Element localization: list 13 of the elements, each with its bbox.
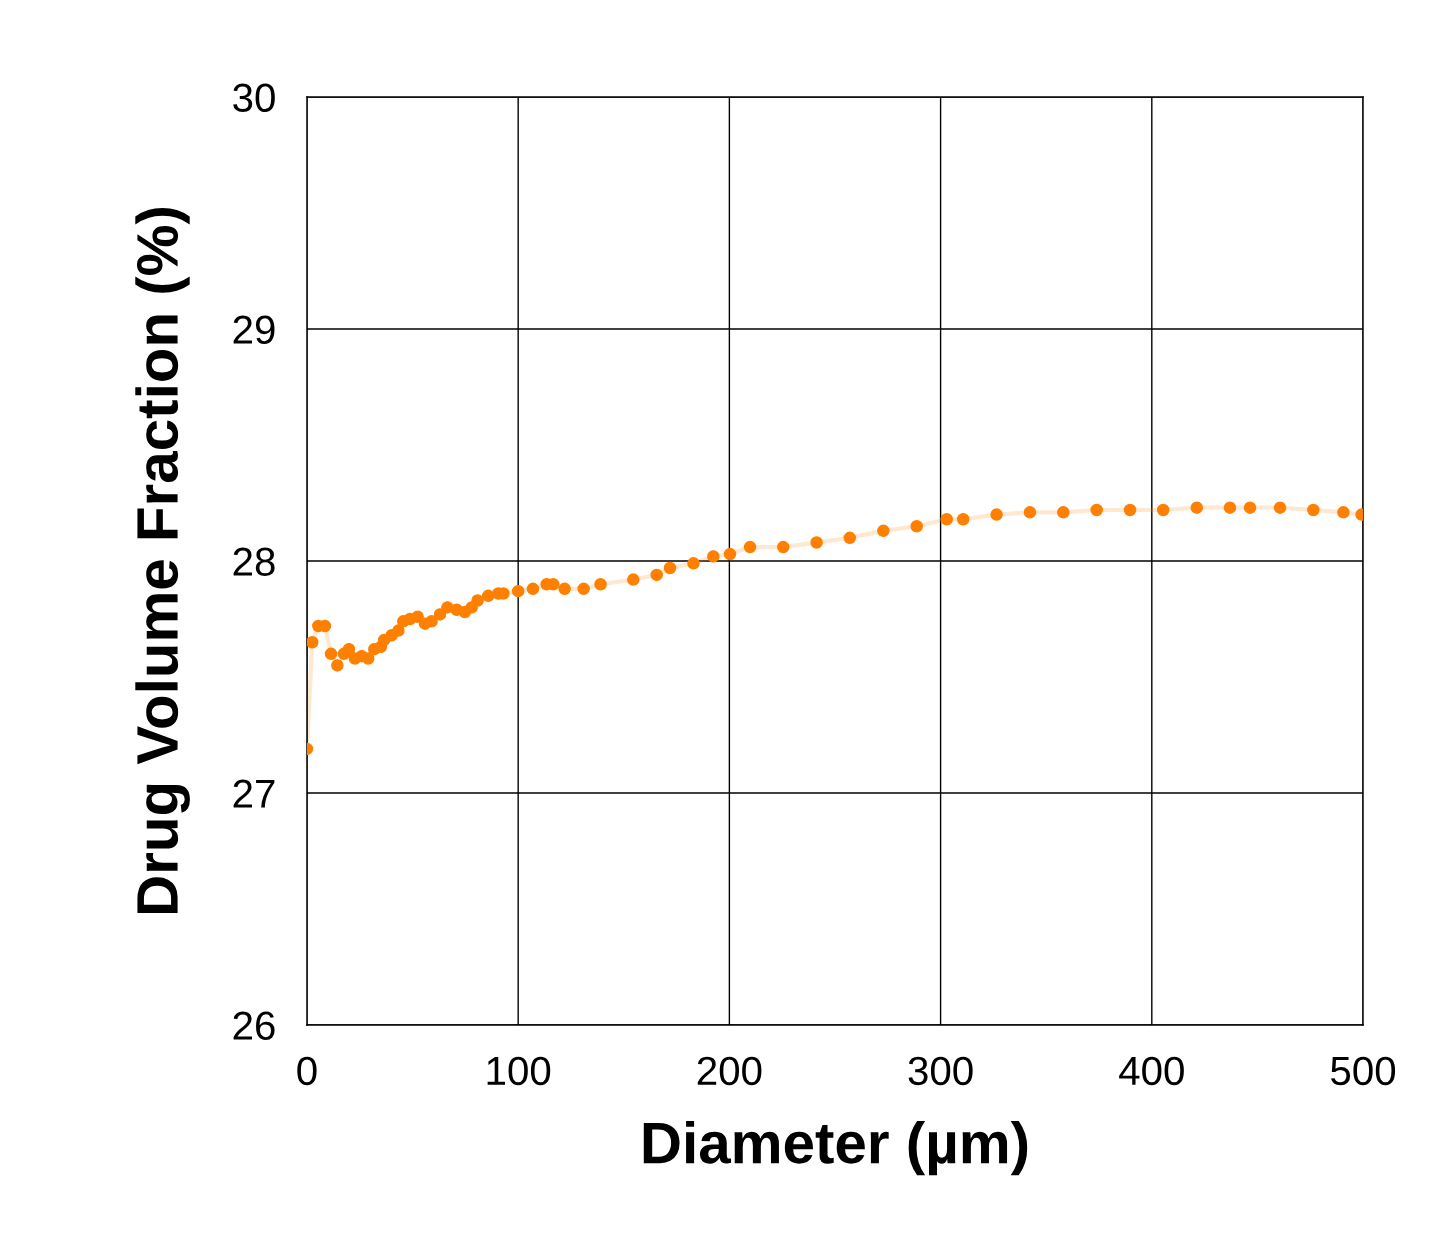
x-tick-label: 300: [908, 1056, 973, 1086]
y-tick-label: 26: [233, 1011, 275, 1041]
x-tick-label: 100: [487, 1056, 551, 1086]
x-tick-label: 500: [1331, 1056, 1396, 1086]
y-tick-label: 27: [233, 779, 275, 808]
x-axis-title: Diameter (µm): [643, 1120, 1028, 1176]
x-tick-label: 200: [697, 1056, 762, 1086]
y-tick-label: 30: [233, 83, 275, 113]
y-tick-label: 28: [233, 547, 275, 577]
y-axis-title: Drug Volume Fraction (%): [135, 207, 190, 914]
x-tick-label: 400: [1119, 1056, 1184, 1086]
x-tick-label: 0: [297, 1056, 317, 1086]
y-tick-label: 29: [233, 315, 275, 345]
